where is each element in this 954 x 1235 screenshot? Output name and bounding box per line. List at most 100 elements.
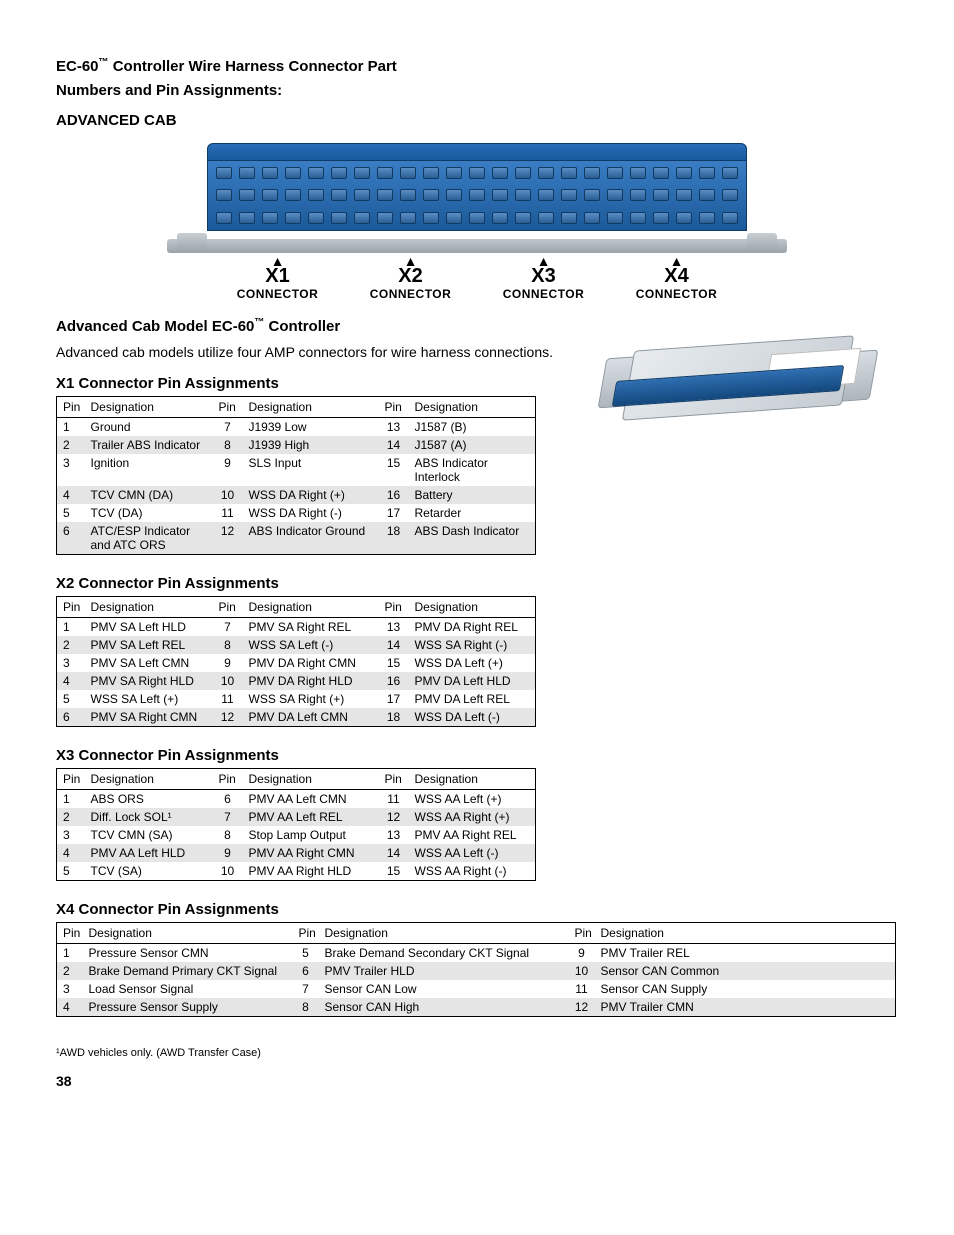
table-cell: TCV (SA) [85,862,213,881]
table-cell: PMV AA Left HLD [85,844,213,862]
table-cell: Sensor CAN Supply [595,980,896,998]
table-row: 1PMV SA Left HLD7PMV SA Right REL13PMV D… [57,618,536,637]
table-cell: 3 [57,454,85,486]
table-cell: WSS AA Left (+) [409,790,536,809]
controller-diagram: ▲ X1 CONNECTOR ▲ X2 CONNECTOR ▲ X3 CONNE… [157,143,797,301]
table-cell: 12 [569,998,595,1017]
table-cell: PMV Trailer HLD [319,962,569,980]
table-row: 2Diff. Lock SOL¹7PMV AA Left REL12WSS AA… [57,808,536,826]
table-cell: WSS AA Left (-) [409,844,536,862]
table-cell: PMV SA Right CMN [85,708,213,727]
table-cell: Sensor CAN High [319,998,569,1017]
table-cell: 1 [57,618,85,637]
table-cell: 13 [379,618,409,637]
table-cell: 14 [379,436,409,454]
table-row: 2PMV SA Left REL8WSS SA Left (-)14WSS SA… [57,636,536,654]
table-row: 1Pressure Sensor CMN5Brake Demand Second… [57,944,896,963]
table-row: 3Ignition9SLS Input15ABS Indicator Inter… [57,454,536,486]
table-cell: 4 [57,844,85,862]
table-cell: 2 [57,962,83,980]
table-cell: 14 [379,844,409,862]
table-cell: 13 [379,826,409,844]
table-cell: Load Sensor Signal [83,980,293,998]
table-row: 6PMV SA Right CMN12PMV DA Left CMN18WSS … [57,708,536,727]
table-cell: 2 [57,636,85,654]
table-cell: 3 [57,826,85,844]
table-cell: 9 [213,654,243,672]
table-cell: WSS DA Left (+) [409,654,536,672]
table-row: 3TCV CMN (SA)8Stop Lamp Output13PMV AA R… [57,826,536,844]
table-row: 4Pressure Sensor Supply8Sensor CAN High1… [57,998,896,1017]
table-cell: 7 [293,980,319,998]
table-cell: WSS SA Left (+) [85,690,213,708]
table-cell: 8 [293,998,319,1017]
table-cell: 5 [293,944,319,963]
table-cell: PMV DA Left CMN [243,708,379,727]
table-cell: ABS Dash Indicator [409,522,536,555]
table-cell: 5 [57,862,85,881]
x2-table-title: X2 Connector Pin Assignments [56,575,898,592]
table-row: 2Trailer ABS Indicator8J1939 High14J1587… [57,436,536,454]
table-cell: 16 [379,486,409,504]
table-cell: 12 [379,808,409,826]
table-cell: Battery [409,486,536,504]
table-row: 5WSS SA Left (+)11WSS SA Right (+)17PMV … [57,690,536,708]
table-cell: 4 [57,998,83,1017]
title-part-b: Controller Wire Harness Connector Part [109,58,397,75]
table-cell: ABS ORS [85,790,213,809]
table-cell: 10 [213,862,243,881]
table-cell: 4 [57,672,85,690]
table-cell: J1939 High [243,436,379,454]
table-cell: Ground [85,418,213,437]
table-cell: 14 [379,636,409,654]
x1-table-title: X1 Connector Pin Assignments [56,375,584,392]
table-cell: PMV DA Left REL [409,690,536,708]
table-cell: PMV AA Right REL [409,826,536,844]
table-cell: Brake Demand Primary CKT Signal [83,962,293,980]
table-cell: Pressure Sensor Supply [83,998,293,1017]
table-cell: ABS Indicator Ground [243,522,379,555]
connector-label-x1: ▲ X1 CONNECTOR [211,257,344,301]
table-cell: Trailer ABS Indicator [85,436,213,454]
x4-table-title: X4 Connector Pin Assignments [56,901,898,918]
table-row: 4PMV AA Left HLD9PMV AA Right CMN14WSS A… [57,844,536,862]
table-cell: 8 [213,636,243,654]
table-cell: 10 [213,672,243,690]
table-cell: 17 [379,504,409,522]
table-cell: 6 [293,962,319,980]
table-cell: WSS SA Right (+) [243,690,379,708]
page-number: 38 [56,1073,898,1089]
table-cell: PMV SA Left HLD [85,618,213,637]
page-subhead: ADVANCED CAB [56,112,898,129]
table-cell: PMV Trailer CMN [595,998,896,1017]
table-cell: Retarder [409,504,536,522]
table-cell: PMV DA Right CMN [243,654,379,672]
x1-table: Pin Designation Pin Designation Pin Desi… [56,396,536,555]
connector-label-x4: ▲ X4 CONNECTOR [610,257,743,301]
table-cell: ATC/ESP Indicator and ATC ORS [85,522,213,555]
table-cell: 15 [379,654,409,672]
table-cell: 7 [213,618,243,637]
table-cell: 1 [57,418,85,437]
table-cell: 7 [213,808,243,826]
table-cell: 3 [57,980,83,998]
table-cell: 15 [379,454,409,486]
table-cell: PMV AA Right CMN [243,844,379,862]
table-cell: PMV DA Left HLD [409,672,536,690]
table-cell: 18 [379,708,409,727]
table-cell: 9 [213,844,243,862]
table-cell: Sensor CAN Common [595,962,896,980]
x3-table: Pin Designation Pin Designation Pin Desi… [56,768,536,881]
table-cell: TCV CMN (SA) [85,826,213,844]
table-cell: PMV SA Right HLD [85,672,213,690]
page-title-line2: Numbers and Pin Assignments: [56,81,898,101]
x3-table-title: X3 Connector Pin Assignments [56,747,898,764]
table-cell: PMV SA Left REL [85,636,213,654]
table-cell: PMV DA Right HLD [243,672,379,690]
table-row: 5TCV (DA)11WSS DA Right (-)17Retarder [57,504,536,522]
table-row: 1ABS ORS6PMV AA Left CMN11WSS AA Left (+… [57,790,536,809]
section-body: Advanced cab models utilize four AMP con… [56,343,584,362]
connector-label-x2: ▲ X2 CONNECTOR [344,257,477,301]
table-cell: WSS DA Right (-) [243,504,379,522]
table-cell: PMV DA Right REL [409,618,536,637]
